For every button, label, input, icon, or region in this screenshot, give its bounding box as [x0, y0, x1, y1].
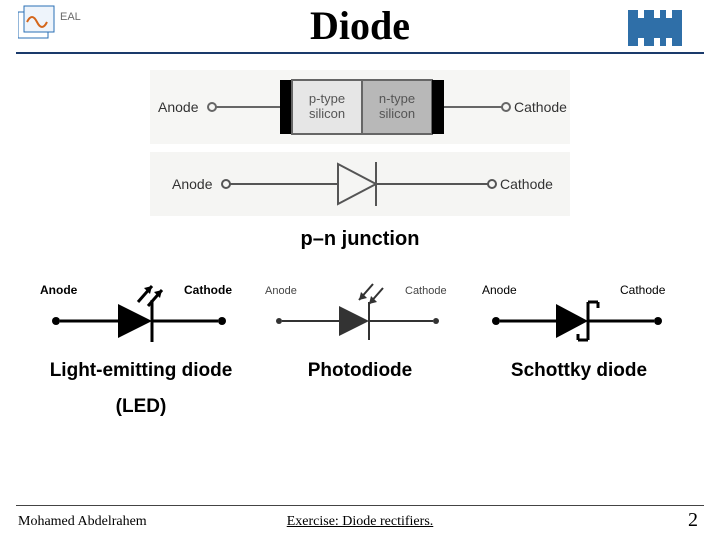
svg-text:Anode: Anode	[40, 283, 78, 297]
header: EAL Diode	[0, 0, 720, 58]
svg-text:silicon: silicon	[379, 106, 415, 121]
pn-caption: p–n junction	[0, 228, 720, 251]
svg-text:Anode: Anode	[482, 283, 517, 297]
anode-label: Anode	[158, 99, 199, 115]
footer-title: Exercise: Diode rectifiers.	[0, 514, 720, 530]
led-symbol: Anode Cathode	[36, 276, 246, 346]
svg-text:Cathode: Cathode	[184, 283, 232, 297]
diode-symbol: Anode Cathode	[150, 152, 570, 221]
led-subcaption: (LED)	[36, 396, 246, 418]
schottky-symbol: Anode Cathode	[474, 276, 684, 346]
page-number: 2	[688, 509, 698, 532]
tum-logo	[626, 8, 702, 53]
svg-text:Anode: Anode	[172, 176, 213, 192]
svg-text:p-type: p-type	[309, 91, 345, 106]
svg-text:Cathode: Cathode	[620, 283, 666, 297]
page-title: Diode	[0, 2, 720, 49]
schottky-caption: Schottky diode	[474, 360, 684, 382]
led-caption: Light-emitting diode	[36, 360, 246, 382]
cathode-label: Cathode	[514, 99, 567, 115]
photodiode-caption: Photodiode	[255, 360, 465, 382]
header-rule	[16, 52, 704, 54]
svg-text:silicon: silicon	[309, 106, 345, 121]
slide: EAL Diode p-type silicon	[0, 0, 720, 540]
variant-captions: Light-emitting diode Photodiode Schottky…	[0, 360, 720, 382]
svg-text:n-type: n-type	[379, 91, 415, 106]
variants-row: Anode Cathode Anode Cathode	[0, 276, 720, 346]
svg-text:Anode: Anode	[265, 285, 297, 297]
photodiode-symbol: Anode Cathode	[255, 276, 465, 346]
svg-text:Cathode: Cathode	[405, 285, 447, 297]
footer-rule	[16, 505, 704, 506]
svg-text:Cathode: Cathode	[500, 176, 553, 192]
physical-diode-diagram: p-type silicon n-type silicon Anode Cath…	[150, 70, 570, 144]
